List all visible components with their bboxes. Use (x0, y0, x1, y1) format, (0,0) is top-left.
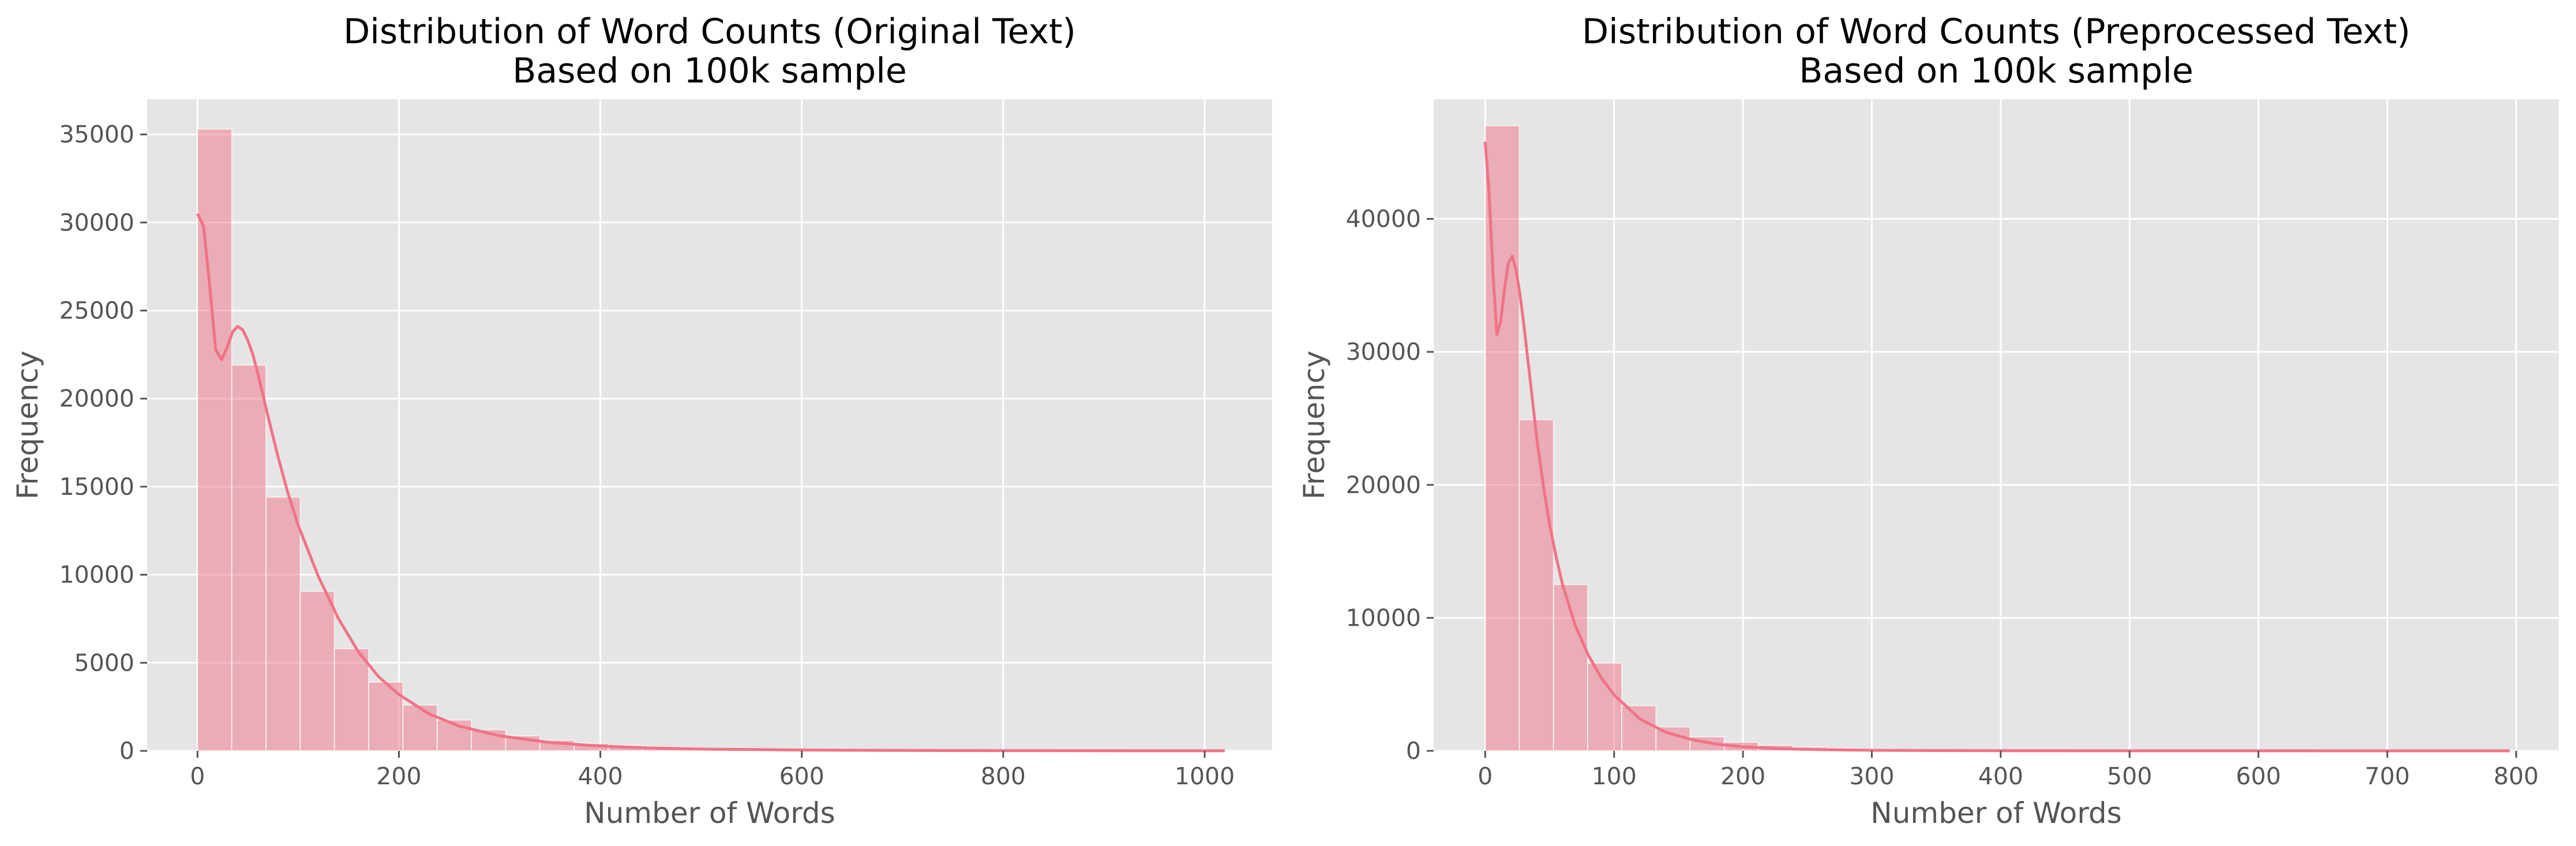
y-tick-label-30000: 30000 (1346, 338, 1421, 366)
x-axis-label-preprocessed: Number of Words (1870, 796, 2121, 830)
y-tick-label-10000: 10000 (1346, 604, 1421, 631)
x-tick-label-800: 800 (2493, 762, 2538, 790)
y-tick-label-35000: 35000 (59, 121, 134, 148)
histogram-bar-original-6 (402, 704, 438, 752)
y-tick-label-0: 0 (1406, 737, 1421, 765)
chart-title-original: Distribution of Word Counts (Original Te… (343, 12, 1076, 52)
chart-subtitle-preprocessed: Based on 100k sample (1799, 51, 2193, 91)
x-tick-label-1000: 1000 (1175, 762, 1235, 790)
x-tick-labels-preprocessed: 0 100 200 300 400 500 600 700 800 (1478, 751, 2538, 790)
x-tick-label-200: 200 (1720, 762, 1765, 790)
x-tick-label-500: 500 (2107, 762, 2152, 790)
y-tick-labels-original: 0 5000 10000 15000 20000 25000 30000 35000 (59, 121, 147, 765)
chart-title-preprocessed: Distribution of Word Counts (Preprocesse… (1582, 12, 2410, 52)
histogram-bar-original-3 (299, 591, 335, 752)
plot-area-preprocessed (1434, 99, 2559, 751)
chart-subtitle-original: Based on 100k sample (512, 51, 907, 91)
x-tick-label-400: 400 (578, 762, 623, 790)
x-tick-label-700: 700 (2365, 762, 2410, 790)
x-tick-label-600: 600 (779, 762, 824, 790)
y-tick-label-0: 0 (119, 737, 134, 765)
x-tick-label-600: 600 (2236, 762, 2281, 790)
y-tick-label-20000: 20000 (59, 385, 134, 412)
histogram-bar-preprocessed-2 (1553, 584, 1588, 751)
y-tick-labels-preprocessed: 0 10000 20000 30000 40000 (1346, 205, 1434, 765)
x-tick-labels-original: 0 200 400 600 800 1000 (190, 751, 1235, 790)
y-tick-label-5000: 5000 (74, 649, 134, 676)
histogram-bars-original (197, 128, 1225, 752)
chart-original-text: 0 200 400 600 800 1000 0 5000 10000 15000 20000 25… (11, 12, 1272, 830)
kde-line-original (196, 213, 1225, 753)
y-tick-label-25000: 25000 (59, 296, 134, 324)
histogram-bar-preprocessed-1 (1518, 419, 1554, 751)
histogram-bar-original-0 (197, 128, 233, 751)
x-axis-label-original: Number of Words (584, 796, 835, 830)
x-tick-label-0: 0 (190, 762, 205, 790)
histogram-bar-preprocessed-4 (1621, 705, 1657, 751)
y-tick-label-30000: 30000 (59, 209, 134, 236)
y-tick-label-15000: 15000 (59, 473, 134, 501)
x-tick-label-100: 100 (1592, 762, 1637, 790)
y-tick-label-10000: 10000 (59, 561, 134, 589)
histogram-bar-original-4 (333, 648, 370, 751)
histogram-bar-original-1 (231, 364, 267, 751)
y-tick-label-20000: 20000 (1346, 471, 1421, 499)
x-tick-label-200: 200 (376, 762, 421, 790)
chart-preprocessed-text: 0 100 200 300 400 500 600 700 800 0 10000 20000 300… (1298, 12, 2559, 830)
histogram-bar-preprocessed-3 (1587, 662, 1623, 751)
x-tick-label-400: 400 (1978, 762, 2023, 790)
y-tick-label-40000: 40000 (1346, 205, 1421, 233)
kde-line-preprocessed (1483, 141, 2510, 753)
y-axis-label-original: Frequency (11, 351, 44, 499)
x-tick-label-0: 0 (1478, 762, 1493, 790)
x-tick-label-800: 800 (981, 762, 1026, 790)
histogram-bar-original-2 (265, 497, 301, 751)
y-axis-label-preprocessed: Frequency (1298, 351, 1331, 499)
x-tick-label-300: 300 (1849, 762, 1894, 790)
